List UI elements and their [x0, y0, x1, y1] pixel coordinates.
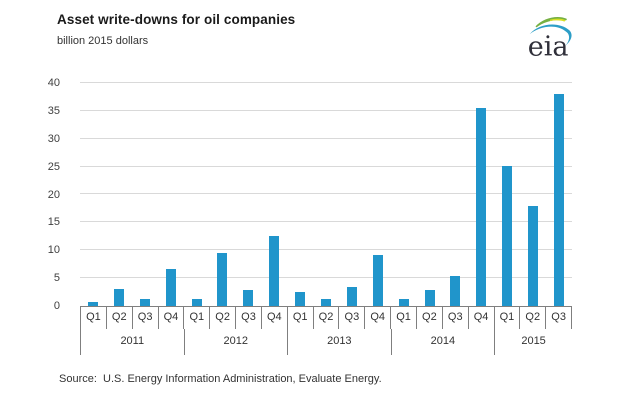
x-axis-quarter-label: Q1 — [495, 307, 521, 329]
x-axis-year-label: 2015 — [494, 329, 572, 355]
eia-logo: eia — [521, 11, 579, 65]
y-axis-label: 5 — [53, 272, 60, 284]
bar-cell — [209, 83, 235, 306]
x-axis-quarter-label: Q1 — [80, 307, 107, 329]
bar-cell — [158, 83, 184, 306]
x-axis-quarter-label: Q3 — [236, 307, 262, 329]
bar-cell — [339, 83, 365, 306]
y-axis-label: 30 — [47, 133, 60, 145]
y-axis-label: 25 — [47, 161, 60, 173]
x-axis-year-label: 2012 — [183, 329, 288, 355]
y-axis: 0 5 10 15 20 25 30 35 40 — [26, 77, 72, 312]
logo-text: eia — [528, 31, 569, 62]
bar — [165, 269, 176, 306]
bar-cell — [313, 83, 339, 306]
bar — [295, 292, 306, 306]
x-axis-quarter-label: Q2 — [314, 307, 340, 329]
logo-yellow-swoosh — [550, 18, 566, 22]
bar — [346, 287, 357, 306]
y-axis-label: 10 — [47, 244, 60, 256]
x-axis-quarter-label: Q4 — [159, 307, 185, 329]
y-axis-label: 15 — [47, 216, 60, 228]
x-axis-year-label: 2013 — [287, 329, 391, 355]
bar — [269, 236, 280, 306]
x-axis-quarter-label: Q2 — [107, 307, 133, 329]
y-axis-label: 20 — [47, 189, 60, 201]
bar-cell — [80, 83, 106, 306]
y-axis-label: 35 — [47, 105, 60, 117]
bar-cell — [442, 83, 468, 306]
x-axis-quarter-label: Q2 — [210, 307, 237, 329]
bar-cell — [520, 83, 546, 306]
bar — [553, 94, 564, 306]
bar-cell — [546, 83, 572, 306]
x-axis-quarter-label: Q4 — [469, 307, 495, 329]
bar-series — [80, 83, 572, 306]
x-axis-quarter-label: Q3 — [339, 307, 366, 329]
bar — [113, 289, 124, 306]
bar-cell — [494, 83, 520, 306]
gridline — [80, 221, 572, 222]
bar-cell — [391, 83, 417, 306]
bar — [528, 206, 539, 306]
bar-cell — [235, 83, 261, 306]
x-axis-quarter-label: Q1 — [288, 307, 314, 329]
gridline — [80, 166, 572, 167]
chart-title: Asset write-downs for oil companies — [57, 12, 296, 27]
x-axis-year-row: 2011 2012 2013 2014 2015 — [80, 329, 572, 355]
bar-cell — [261, 83, 287, 306]
bar-cell — [184, 83, 210, 306]
chart-subtitle: billion 2015 dollars — [57, 35, 149, 47]
bar-cell — [417, 83, 443, 306]
eia-logo-graphic: eia — [528, 16, 572, 62]
bar — [476, 108, 487, 306]
x-axis-quarter-label: Q2 — [417, 307, 443, 329]
bar-cell — [365, 83, 391, 306]
x-axis-quarter-label: Q4 — [262, 307, 288, 329]
bar — [139, 299, 150, 306]
gridline — [80, 110, 572, 111]
bar — [398, 299, 409, 306]
x-axis-quarter-row: Q1 Q2 Q3 Q4 Q1 Q2 Q3 Q4 Q1 Q2 Q3 Q4 Q1 Q2 Q3 Q4 Q1 Q2 Q3 — [80, 307, 573, 329]
bar-cell — [287, 83, 313, 306]
x-axis-quarter-label: Q2 — [520, 307, 547, 329]
bar-cell — [132, 83, 158, 306]
x-axis-quarter-label: Q1 — [391, 307, 417, 329]
gridline — [80, 249, 572, 250]
bar-cell — [468, 83, 494, 306]
bar — [320, 299, 331, 306]
gridline — [80, 82, 572, 83]
bar — [450, 276, 461, 306]
gridline — [80, 193, 572, 194]
plot-area — [80, 82, 572, 307]
x-axis-year-label: 2011 — [80, 329, 184, 355]
bar-cell — [106, 83, 132, 306]
bar — [502, 166, 513, 306]
bar — [217, 253, 228, 306]
y-axis-label: 40 — [47, 77, 60, 89]
bar — [424, 290, 435, 306]
logo-blue-swoosh — [529, 24, 572, 46]
bar — [87, 302, 98, 306]
bar — [372, 255, 383, 306]
y-axis-label: 0 — [53, 300, 60, 312]
bar — [191, 299, 202, 306]
x-axis-quarter-label: Q1 — [184, 307, 211, 329]
x-axis-quarter-label: Q3 — [443, 307, 469, 329]
x-axis-quarter-label: Q3 — [133, 307, 159, 329]
gridline — [80, 138, 572, 139]
bar — [243, 290, 254, 306]
x-axis-quarter-label: Q3 — [546, 307, 573, 329]
source-note: Source: U.S. Energy Information Administ… — [59, 373, 382, 385]
gridline — [80, 277, 572, 278]
x-axis-year-label: 2014 — [390, 329, 495, 355]
x-axis-quarter-label: Q4 — [365, 307, 392, 329]
